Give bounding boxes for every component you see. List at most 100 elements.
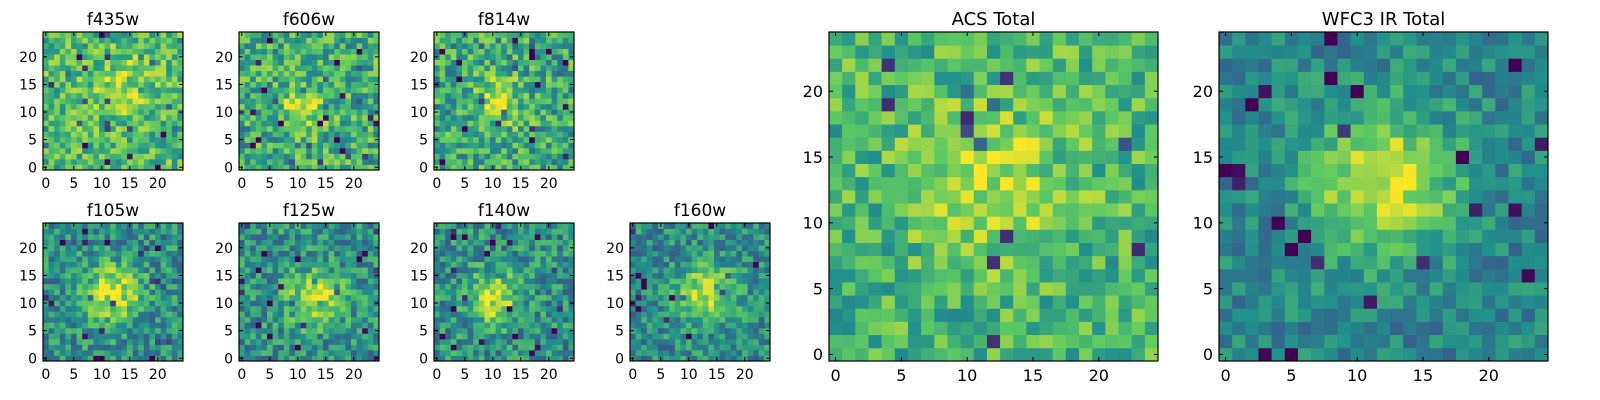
heatmap-cell: [323, 54, 329, 60]
heatmap-cell: [373, 142, 380, 149]
heatmap-cell: [127, 245, 133, 251]
heatmap-cell: [907, 216, 922, 230]
heatmap-cell: [278, 322, 285, 329]
heatmap-cell: [261, 54, 268, 60]
heatmap-cell: [244, 164, 251, 171]
heatmap-cell: [143, 164, 150, 171]
heatmap-cell: [663, 245, 670, 251]
heatmap-cell: [495, 43, 502, 49]
heatmap-cell: [99, 311, 105, 318]
heatmap-cell: [334, 223, 341, 229]
heatmap-cell: [93, 333, 100, 340]
heatmap-cell: [1065, 308, 1080, 322]
heatmap-cell: [267, 316, 273, 323]
heatmap-cell: [842, 268, 856, 283]
heatmap-cell: [973, 268, 988, 283]
heatmap-cell: [1065, 347, 1080, 362]
heatmap-cell: [501, 92, 508, 99]
heatmap-cell: [149, 98, 156, 105]
heatmap-cell: [54, 355, 61, 362]
heatmap-cell: [484, 92, 491, 99]
heatmap-cell: [362, 65, 369, 72]
heatmap-cell: [512, 245, 519, 251]
heatmap-cell: [54, 344, 61, 351]
heatmap-cell: [82, 109, 89, 116]
heatmap-cell: [115, 147, 122, 154]
heatmap-cell: [339, 283, 346, 290]
heatmap-cell: [71, 294, 77, 301]
heatmap-cell: [71, 283, 77, 290]
heatmap-cell: [758, 261, 765, 268]
heatmap-cell: [323, 98, 329, 105]
heatmap-cell: [149, 267, 156, 274]
heatmap-cell: [362, 289, 369, 296]
heatmap-cell: [132, 283, 139, 290]
heatmap-cell: [143, 131, 150, 138]
heatmap-cell: [177, 322, 184, 329]
heatmap-cell: [934, 163, 948, 178]
heatmap-cell: [87, 70, 94, 77]
heatmap-cell: [115, 92, 122, 99]
heatmap-cell: [747, 344, 754, 351]
heatmap-cell: [87, 125, 94, 132]
heatmap-cell: [272, 316, 279, 323]
heatmap-cell: [155, 131, 161, 138]
heatmap-cell: [250, 153, 257, 160]
heatmap-cell: [339, 349, 346, 356]
heatmap-cell: [495, 92, 502, 99]
heatmap-cell: [540, 98, 547, 105]
heatmap-cell: [54, 48, 61, 55]
heatmap-cell: [439, 131, 446, 138]
heatmap-cell: [473, 234, 480, 240]
heatmap-cell: [674, 278, 681, 285]
heatmap-cell: [311, 294, 318, 301]
heatmap-cell: [166, 142, 173, 149]
heatmap-cell: [87, 261, 94, 268]
heatmap-cell: [495, 54, 502, 60]
heatmap-cell: [87, 338, 94, 345]
heatmap-cell: [306, 316, 313, 323]
heatmap-cell: [445, 283, 452, 290]
heatmap-cell: [557, 54, 564, 60]
heatmap-cell: [339, 223, 346, 229]
heatmap-cell: [250, 311, 257, 318]
heatmap-cell: [484, 256, 491, 263]
heatmap-cell: [261, 114, 268, 121]
heatmap-cell: [278, 239, 285, 246]
heatmap-cell: [323, 109, 329, 116]
heatmap-cell: [445, 333, 452, 340]
heatmap-cell: [894, 347, 909, 362]
heatmap-cell: [339, 59, 346, 66]
heatmap-cell: [518, 136, 524, 143]
heatmap-cell: [138, 158, 145, 165]
heatmap-cell: [367, 81, 374, 88]
heatmap-cell: [456, 103, 463, 110]
heatmap-cell: [373, 294, 380, 301]
heatmap-cell: [551, 81, 558, 88]
heatmap-cell: [160, 125, 167, 132]
heatmap-cell: [641, 272, 648, 279]
heatmap-cell: [680, 333, 687, 340]
heatmap-cell: [283, 109, 290, 116]
heatmap-cell: [356, 234, 363, 240]
heatmap-cell: [76, 153, 83, 160]
heatmap-cell: [1039, 295, 1054, 309]
heatmap-cell: [725, 289, 732, 296]
heatmap-cell: [132, 76, 139, 83]
heatmap-cell: [373, 76, 380, 83]
heatmap-cell: [283, 245, 290, 251]
heatmap-cell: [478, 316, 485, 323]
heatmap-cell: [323, 305, 329, 312]
heatmap-cell: [289, 125, 296, 132]
heatmap-cell: [551, 164, 558, 171]
heatmap-cell: [1079, 176, 1093, 191]
heatmap-cell: [450, 283, 457, 290]
heatmap-cell: [121, 109, 128, 116]
heatmap-cell: [149, 76, 156, 83]
heatmap-cell: [351, 103, 357, 110]
heatmap-cell: [244, 81, 251, 88]
heatmap-cell: [730, 294, 737, 301]
heatmap-cell: [283, 76, 290, 83]
heatmap-cell: [960, 282, 975, 296]
heatmap-cell: [121, 250, 128, 257]
